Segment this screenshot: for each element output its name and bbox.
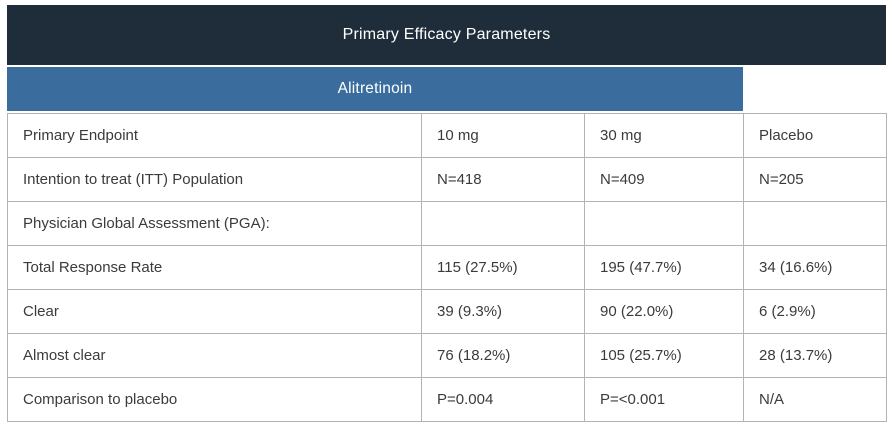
row-label: Comparison to placebo <box>7 377 422 422</box>
cell-30mg: P=<0.001 <box>584 377 744 422</box>
group-header-label: Alitretinoin <box>337 80 413 97</box>
cell-placebo: N/A <box>743 377 887 422</box>
table-row-pga: Physician Global Assessment (PGA): <box>7 201 887 246</box>
table-title-bar: Primary Efficacy Parameters <box>7 5 886 65</box>
row-label: Clear <box>7 289 422 334</box>
cell-10mg: 76 (18.2%) <box>421 333 585 378</box>
group-header-row: Alitretinoin <box>7 67 886 111</box>
row-label: Total Response Rate <box>7 245 422 290</box>
cell-30mg <box>584 201 744 246</box>
data-table: Primary Endpoint 10 mg 30 mg Placebo Int… <box>7 113 887 422</box>
column-header-30mg: 30 mg <box>584 113 744 158</box>
table-row-total-response-rate: Total Response Rate 115 (27.5%) 195 (47.… <box>7 245 887 290</box>
cell-10mg: 115 (27.5%) <box>421 245 585 290</box>
cell-30mg: 195 (47.7%) <box>584 245 744 290</box>
table-row-clear: Clear 39 (9.3%) 90 (22.0%) 6 (2.9%) <box>7 289 887 334</box>
cell-30mg: 90 (22.0%) <box>584 289 744 334</box>
cell-placebo: 34 (16.6%) <box>743 245 887 290</box>
cell-placebo: 28 (13.7%) <box>743 333 887 378</box>
row-label: Physician Global Assessment (PGA): <box>7 201 422 246</box>
cell-placebo <box>743 201 887 246</box>
row-label: Almost clear <box>7 333 422 378</box>
cell-10mg: P=0.004 <box>421 377 585 422</box>
table-header-row: Primary Endpoint 10 mg 30 mg Placebo <box>7 113 887 158</box>
group-header-alitretinoin: Alitretinoin <box>7 67 743 111</box>
table-title: Primary Efficacy Parameters <box>342 26 551 43</box>
efficacy-table: Primary Efficacy Parameters Alitretinoin… <box>7 5 887 422</box>
column-header-placebo: Placebo <box>743 113 887 158</box>
table-row-almost-clear: Almost clear 76 (18.2%) 105 (25.7%) 28 (… <box>7 333 887 378</box>
cell-placebo: 6 (2.9%) <box>743 289 887 334</box>
cell-30mg: 105 (25.7%) <box>584 333 744 378</box>
cell-10mg: 39 (9.3%) <box>421 289 585 334</box>
cell-placebo: N=205 <box>743 157 887 202</box>
table-row-itt-population: Intention to treat (ITT) Population N=41… <box>7 157 887 202</box>
table-row-comparison-to-placebo: Comparison to placebo P=0.004 P=<0.001 N… <box>7 377 887 422</box>
row-label: Intention to treat (ITT) Population <box>7 157 422 202</box>
cell-30mg: N=409 <box>584 157 744 202</box>
column-header-primary-endpoint: Primary Endpoint <box>7 113 422 158</box>
group-header-spacer <box>743 67 886 111</box>
cell-10mg: N=418 <box>421 157 585 202</box>
column-header-10mg: 10 mg <box>421 113 585 158</box>
cell-10mg <box>421 201 585 246</box>
